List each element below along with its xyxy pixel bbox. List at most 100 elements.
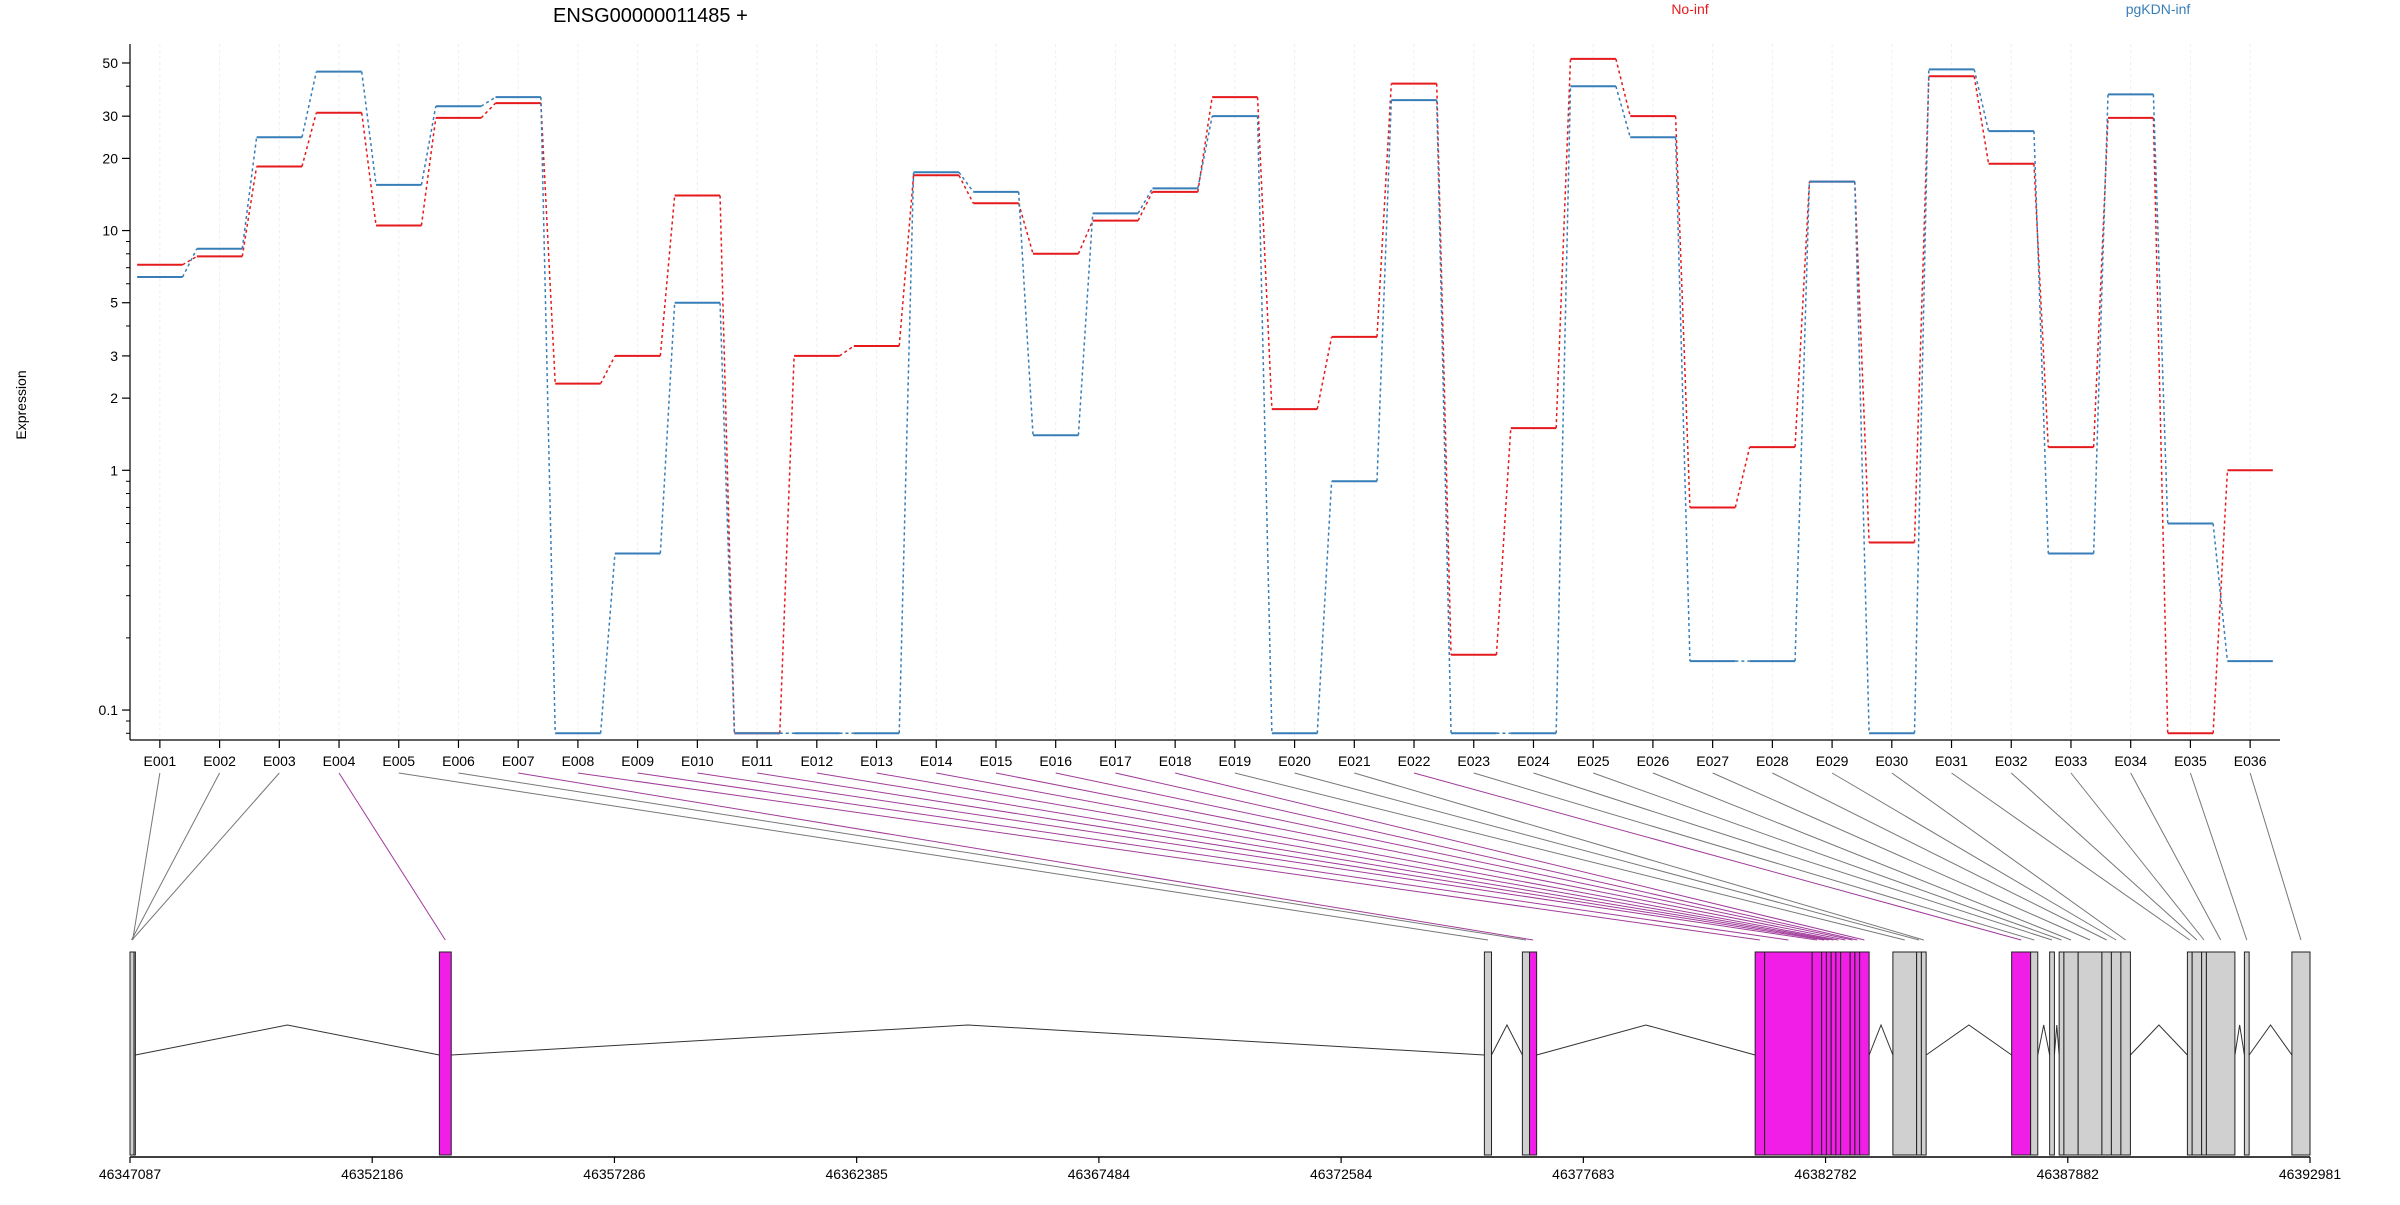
connector-e009 xyxy=(637,772,1789,941)
connector-e027 xyxy=(1712,772,2091,941)
vertical-gridlines xyxy=(159,44,2251,740)
y-axis-label: Expression xyxy=(13,370,29,439)
x-tick-label-e028: E028 xyxy=(1756,753,1789,769)
exon-e010 xyxy=(1811,951,1823,1156)
genomic-tick-label-46347087: 46347087 xyxy=(99,1166,162,1182)
exon-e012 xyxy=(1825,951,1832,1156)
link-no-inf-e032 xyxy=(2033,163,2050,448)
genomic-tick-label-46392981: 46392981 xyxy=(2279,1166,2342,1182)
connector-e004 xyxy=(338,772,446,941)
exon-e030 xyxy=(2120,951,2131,1156)
link-pgkdn-inf-e005 xyxy=(420,106,437,186)
connector-e007 xyxy=(518,772,1534,941)
x-tick-label-e012: E012 xyxy=(800,753,833,769)
link-no-inf-e013 xyxy=(898,175,915,347)
connector-e032 xyxy=(2010,772,2198,941)
link-pgkdn-inf-e013 xyxy=(898,172,915,734)
link-no-inf-e002 xyxy=(241,166,258,257)
x-tick-label-e014: E014 xyxy=(920,753,953,769)
x-tick-label-e016: E016 xyxy=(1039,753,1072,769)
exon-e029 xyxy=(2110,951,2122,1156)
x-tick-label-e027: E027 xyxy=(1696,753,1729,769)
exon-e014 xyxy=(1835,951,1842,1156)
link-no-inf-e015 xyxy=(1017,203,1034,254)
connector-e036 xyxy=(2249,772,2302,941)
plot-axes xyxy=(129,44,2280,741)
link-pgkdn-inf-e025 xyxy=(1615,86,1631,138)
exon-connector-lines xyxy=(131,772,2302,941)
exon-e013 xyxy=(1830,951,1837,1156)
connector-e025 xyxy=(1593,772,2062,941)
link-no-inf-e003 xyxy=(301,112,318,167)
link-no-inf-e035 xyxy=(2212,470,2229,734)
link-no-inf-e031 xyxy=(1973,76,1990,164)
legend-label-no-inf: No-inf xyxy=(1671,1,1708,17)
link-no-inf-e027 xyxy=(1734,446,1751,508)
exon-e017 xyxy=(1854,951,1861,1156)
x-tick-label-e005: E005 xyxy=(382,753,415,769)
x-tick-label-e033: E033 xyxy=(2055,753,2088,769)
exon-e023 xyxy=(2030,951,2039,1156)
connector-e031 xyxy=(1951,772,2191,941)
x-tick-label-e018: E018 xyxy=(1159,753,1192,769)
connector-e010 xyxy=(697,772,1817,941)
intron-9 xyxy=(2130,1024,2188,1056)
genomic-tick-label-46367484: 46367484 xyxy=(1068,1166,1131,1182)
x-tick-label-e017: E017 xyxy=(1099,753,1132,769)
connector-e005 xyxy=(398,772,1489,941)
connector-e020 xyxy=(1294,772,1920,941)
link-no-inf-e024 xyxy=(1555,58,1572,429)
link-pgkdn-inf-e016 xyxy=(1077,213,1094,436)
exon-e018 xyxy=(1859,951,1870,1156)
y-tick-label-20: 20 xyxy=(102,150,118,166)
x-tick-label-e034: E034 xyxy=(2114,753,2147,769)
genomic-tick-label-46352186: 46352186 xyxy=(341,1166,404,1182)
x-tick-label-e022: E022 xyxy=(1398,753,1431,769)
genomic-tick-label-46382782: 46382782 xyxy=(1794,1166,1857,1182)
genomic-tick-label-46387882: 46387882 xyxy=(2037,1166,2100,1182)
genomic-tick-label-46372584: 46372584 xyxy=(1310,1166,1373,1182)
link-no-inf-e034 xyxy=(2152,117,2169,734)
exon-e005 xyxy=(1483,951,1493,1156)
y-tick-label-5: 5 xyxy=(110,295,118,311)
link-no-inf-e011 xyxy=(779,355,795,734)
intron-8 xyxy=(2053,1024,2060,1056)
link-pgkdn-inf-e003 xyxy=(301,71,318,138)
exon-e036 xyxy=(2291,951,2311,1156)
series-pgkdn-inf xyxy=(137,68,2273,735)
link-no-inf-e012 xyxy=(839,345,855,357)
connector-e014 xyxy=(936,772,1839,941)
intron-4 xyxy=(1536,1024,1756,1056)
link-pgkdn-inf-e026 xyxy=(1674,137,1691,662)
intron-3 xyxy=(1491,1023,1523,1056)
link-no-inf-e028 xyxy=(1794,181,1811,448)
link-pgkdn-inf-e019 xyxy=(1256,116,1273,734)
exon-e009 xyxy=(1764,951,1813,1156)
link-no-inf-e001 xyxy=(182,255,198,266)
link-no-inf-e026 xyxy=(1674,116,1691,508)
intron-1 xyxy=(135,1024,440,1056)
link-pgkdn-inf-e009 xyxy=(659,302,676,554)
link-no-inf-e023 xyxy=(1495,428,1512,655)
y-tick-label-3: 3 xyxy=(110,348,118,364)
x-tick-label-e021: E021 xyxy=(1338,753,1371,769)
chart-title: ENSG00000011485 + xyxy=(553,5,748,27)
exon-e020 xyxy=(1916,951,1922,1156)
exon-e008 xyxy=(1754,951,1766,1156)
connector-e021 xyxy=(1354,772,1924,941)
intron-11 xyxy=(2248,1024,2293,1056)
x-tick-label-e035: E035 xyxy=(2174,753,2207,769)
x-tick-label-e019: E019 xyxy=(1219,753,1252,769)
link-pgkdn-inf-e028 xyxy=(1794,181,1811,662)
link-pgkdn-inf-e004 xyxy=(360,71,377,186)
exon-e031 xyxy=(2186,951,2193,1156)
exon-e022 xyxy=(2011,951,2032,1156)
exon-e033 xyxy=(2201,951,2207,1156)
link-pgkdn-inf-e035 xyxy=(2212,523,2229,662)
connector-e029 xyxy=(1831,772,2117,941)
link-pgkdn-inf-e008 xyxy=(599,553,616,734)
exon-e021 xyxy=(1920,951,1927,1156)
y-tick-label-50: 50 xyxy=(102,55,118,71)
link-pgkdn-inf-e032 xyxy=(2033,131,2050,554)
